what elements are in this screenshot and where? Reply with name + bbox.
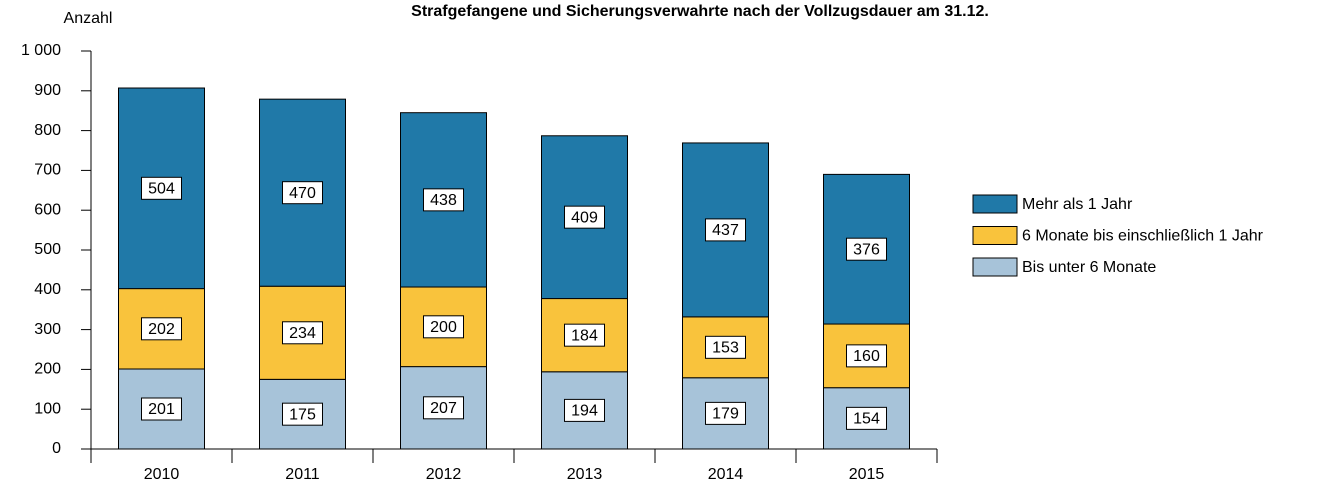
legend-swatch: [972, 257, 1018, 277]
data-label-box: [846, 406, 887, 430]
data-label: 470: [289, 185, 316, 202]
y-axis-label: Anzahl: [64, 10, 113, 27]
data-label-box: [282, 181, 323, 205]
y-tick-label: 300: [34, 321, 61, 338]
data-label-box: [423, 396, 464, 420]
data-label-box: [423, 188, 464, 212]
y-tick-label: 900: [34, 82, 61, 99]
data-label-box: [846, 237, 887, 261]
legend-label: 6 Monate bis einschließlich 1 Jahr: [1022, 228, 1264, 245]
data-label-box: [564, 205, 605, 229]
data-label: 200: [430, 319, 457, 336]
data-label: 504: [148, 181, 175, 198]
data-label-box: [564, 323, 605, 347]
legend-label: Bis unter 6 Monate: [1022, 259, 1156, 276]
data-label-box: [141, 317, 182, 341]
y-tick-label: 100: [34, 400, 61, 417]
data-label: 201: [148, 401, 175, 418]
data-label: 179: [712, 406, 739, 423]
legend-label: Mehr als 1 Jahr: [1022, 196, 1133, 213]
y-tick-label: 700: [34, 162, 61, 179]
data-label-box: [705, 335, 746, 359]
data-label-box: [705, 401, 746, 425]
x-tick-label: 2014: [708, 466, 744, 483]
y-tick-label: 400: [34, 281, 61, 298]
legend-swatch: [972, 226, 1018, 245]
x-tick-label: 2011: [285, 466, 320, 483]
x-tick-label: 2010: [144, 466, 180, 483]
data-label-box: [846, 344, 887, 368]
data-label-box: [423, 315, 464, 339]
data-label: 438: [430, 192, 457, 209]
data-label: 154: [853, 411, 880, 428]
y-tick-label: 800: [34, 122, 61, 139]
y-tick-label: 1 000: [21, 42, 61, 59]
y-tick-label: 500: [34, 241, 61, 258]
y-tick-label: 200: [34, 361, 61, 378]
data-label: 202: [148, 321, 175, 338]
data-label-box: [282, 402, 323, 426]
data-label: 194: [571, 403, 598, 420]
chart-title: Strafgefangene und Sicherungsverwahrte n…: [411, 3, 989, 20]
data-label-box: [282, 321, 323, 345]
data-label: 153: [712, 340, 739, 357]
data-label-box: [564, 398, 605, 422]
x-tick-label: 2015: [849, 466, 885, 483]
y-tick-label: 0: [52, 440, 61, 457]
data-label: 234: [289, 325, 316, 342]
data-label: 437: [712, 222, 739, 239]
x-tick-label: 2012: [426, 466, 462, 483]
x-tick-label: 2013: [567, 466, 603, 483]
data-label: 160: [853, 348, 880, 365]
data-label: 207: [430, 400, 457, 417]
data-label-box: [141, 397, 182, 421]
data-label-box: [141, 176, 182, 200]
data-label: 409: [571, 209, 598, 226]
data-label: 376: [853, 241, 880, 258]
legend-swatch: [972, 194, 1018, 214]
y-tick-label: 600: [34, 201, 61, 218]
data-label-box: [705, 218, 746, 242]
data-label: 184: [571, 327, 598, 344]
data-label: 175: [289, 406, 316, 423]
